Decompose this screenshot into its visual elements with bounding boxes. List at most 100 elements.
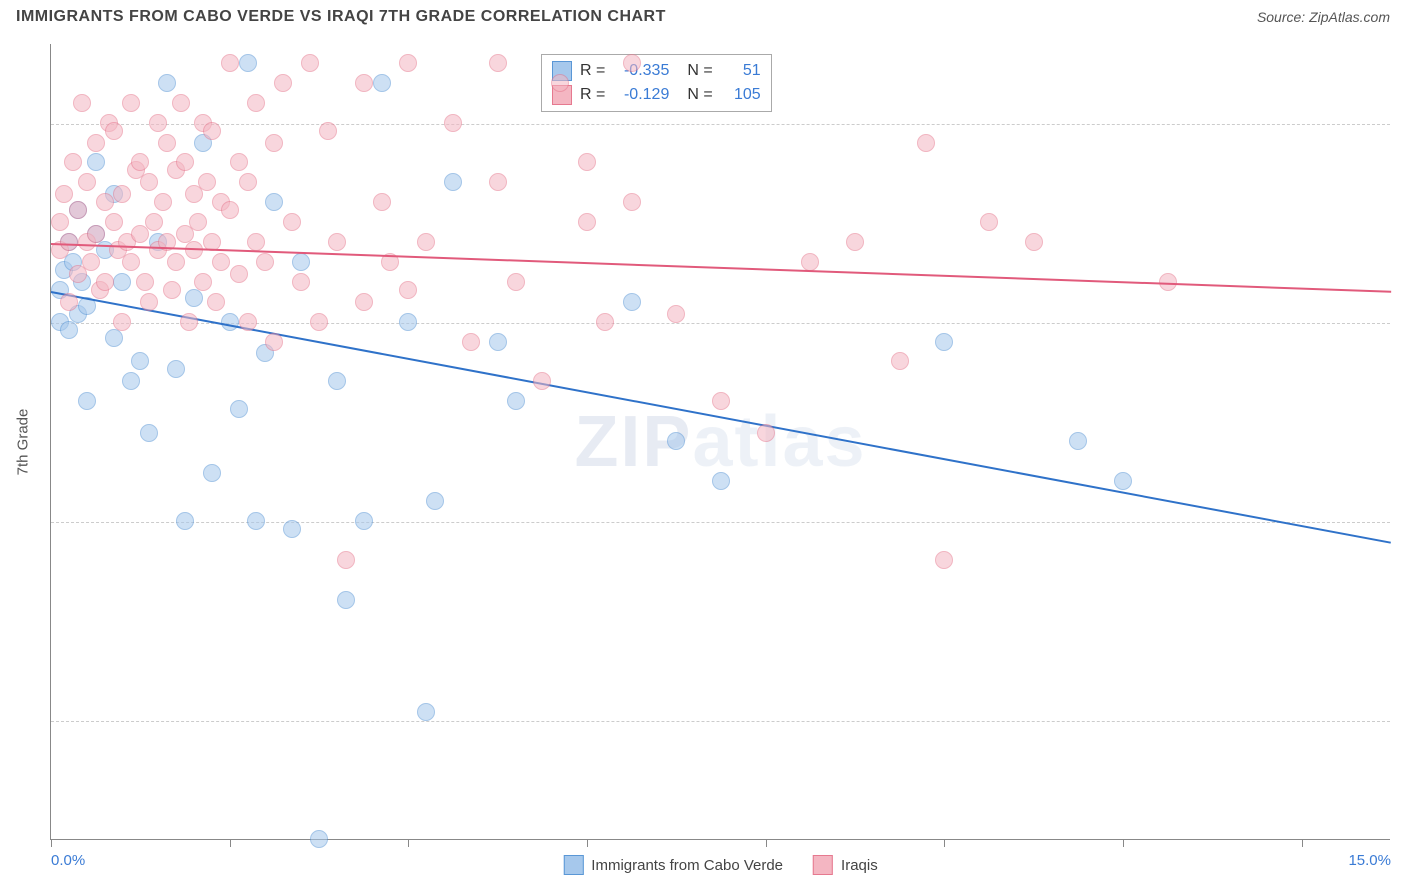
data-point-iraqis — [230, 153, 248, 171]
stats-row-cabo_verde: R =-0.335N =51 — [552, 59, 761, 83]
gridline — [51, 124, 1390, 125]
data-point-iraqis — [489, 54, 507, 72]
data-point-cabo_verde — [667, 432, 685, 450]
n-label: N = — [687, 59, 712, 83]
data-point-iraqis — [113, 313, 131, 331]
x-tick — [1123, 839, 1124, 847]
data-point-iraqis — [846, 233, 864, 251]
data-point-iraqis — [82, 253, 100, 271]
data-point-iraqis — [310, 313, 328, 331]
data-point-cabo_verde — [239, 54, 257, 72]
y-tick-label: 85.0% — [1400, 712, 1406, 729]
data-point-iraqis — [891, 352, 909, 370]
data-point-iraqis — [207, 293, 225, 311]
data-point-iraqis — [145, 213, 163, 231]
data-point-iraqis — [265, 333, 283, 351]
data-point-iraqis — [198, 173, 216, 191]
bottom-legend: Immigrants from Cabo VerdeIraqis — [563, 855, 877, 875]
data-point-iraqis — [578, 153, 596, 171]
data-point-iraqis — [113, 185, 131, 203]
data-point-cabo_verde — [87, 153, 105, 171]
x-tick-label: 0.0% — [51, 852, 85, 869]
data-point-cabo_verde — [399, 313, 417, 331]
data-point-cabo_verde — [935, 333, 953, 351]
data-point-iraqis — [194, 273, 212, 291]
r-value: -0.129 — [613, 83, 669, 107]
data-point-cabo_verde — [230, 400, 248, 418]
data-point-iraqis — [596, 313, 614, 331]
data-point-iraqis — [757, 424, 775, 442]
legend-label: Iraqis — [841, 857, 878, 874]
data-point-cabo_verde — [265, 193, 283, 211]
data-point-iraqis — [489, 173, 507, 191]
data-point-cabo_verde — [60, 321, 78, 339]
data-point-cabo_verde — [203, 464, 221, 482]
data-point-iraqis — [203, 122, 221, 140]
data-point-iraqis — [87, 225, 105, 243]
x-tick — [944, 839, 945, 847]
data-point-iraqis — [149, 114, 167, 132]
stats-row-iraqis: R =-0.129N =105 — [552, 83, 761, 107]
data-point-iraqis — [917, 134, 935, 152]
data-point-iraqis — [176, 153, 194, 171]
y-tick-label: 95.0% — [1400, 314, 1406, 331]
data-point-iraqis — [712, 392, 730, 410]
data-point-iraqis — [337, 551, 355, 569]
data-point-iraqis — [292, 273, 310, 291]
data-point-cabo_verde — [489, 333, 507, 351]
watermark: ZIPatlas — [574, 401, 866, 483]
data-point-cabo_verde — [113, 273, 131, 291]
data-point-iraqis — [980, 213, 998, 231]
y-axis-label: 7th Grade — [15, 408, 32, 475]
data-point-iraqis — [247, 94, 265, 112]
data-point-iraqis — [158, 134, 176, 152]
data-point-cabo_verde — [122, 372, 140, 390]
data-point-iraqis — [96, 273, 114, 291]
data-point-cabo_verde — [1069, 432, 1087, 450]
data-point-iraqis — [122, 253, 140, 271]
data-point-iraqis — [623, 54, 641, 72]
data-point-iraqis — [105, 122, 123, 140]
data-point-iraqis — [239, 313, 257, 331]
data-point-iraqis — [154, 193, 172, 211]
data-point-iraqis — [172, 94, 190, 112]
data-point-iraqis — [230, 265, 248, 283]
gridline — [51, 721, 1390, 722]
data-point-cabo_verde — [283, 520, 301, 538]
data-point-iraqis — [221, 54, 239, 72]
data-point-iraqis — [301, 54, 319, 72]
data-point-iraqis — [283, 213, 301, 231]
data-point-cabo_verde — [337, 591, 355, 609]
data-point-iraqis — [73, 94, 91, 112]
scatter-chart: 7th Grade ZIPatlas R =-0.335N =51R =-0.1… — [50, 44, 1390, 840]
data-point-iraqis — [60, 293, 78, 311]
data-point-cabo_verde — [712, 472, 730, 490]
data-point-cabo_verde — [78, 392, 96, 410]
data-point-iraqis — [1025, 233, 1043, 251]
data-point-iraqis — [167, 253, 185, 271]
data-point-iraqis — [801, 253, 819, 271]
source-name: ZipAtlas.com — [1309, 9, 1390, 25]
data-point-iraqis — [256, 253, 274, 271]
legend-swatch — [563, 855, 583, 875]
data-point-cabo_verde — [292, 253, 310, 271]
data-point-iraqis — [355, 293, 373, 311]
data-point-cabo_verde — [247, 512, 265, 530]
x-tick — [230, 839, 231, 847]
data-point-cabo_verde — [310, 830, 328, 848]
data-point-cabo_verde — [507, 392, 525, 410]
data-point-cabo_verde — [1114, 472, 1132, 490]
data-point-iraqis — [444, 114, 462, 132]
data-point-iraqis — [417, 233, 435, 251]
chart-title: IMMIGRANTS FROM CABO VERDE VS IRAQI 7TH … — [16, 8, 666, 26]
data-point-iraqis — [189, 213, 207, 231]
data-point-iraqis — [399, 54, 417, 72]
data-point-iraqis — [212, 253, 230, 271]
data-point-iraqis — [105, 213, 123, 231]
data-point-iraqis — [667, 305, 685, 323]
data-point-cabo_verde — [158, 74, 176, 92]
data-point-cabo_verde — [328, 372, 346, 390]
n-value: 51 — [721, 59, 761, 83]
y-tick-label: 90.0% — [1400, 513, 1406, 530]
data-point-iraqis — [64, 153, 82, 171]
